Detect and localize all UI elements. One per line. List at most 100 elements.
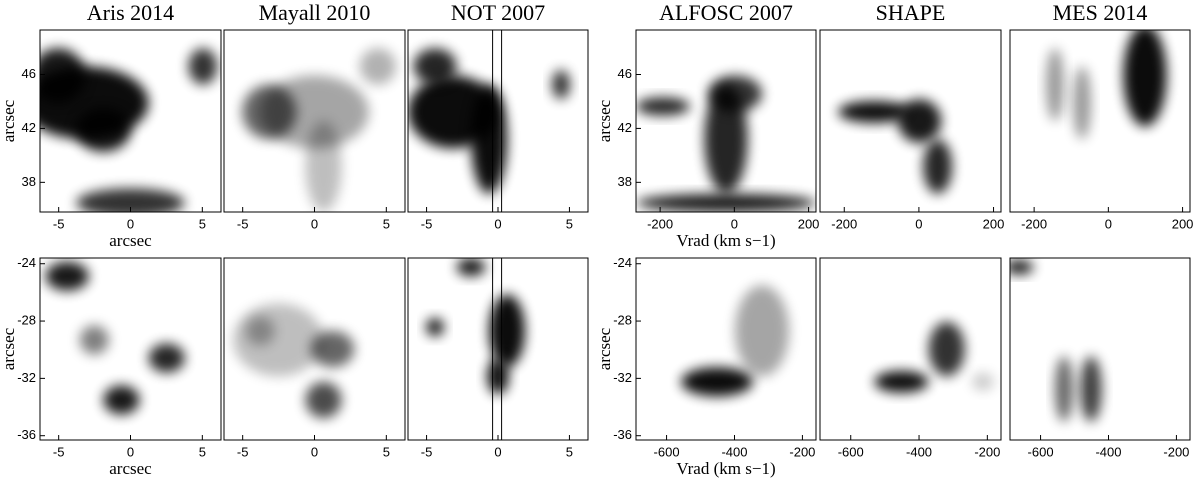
blob xyxy=(471,84,507,194)
x-tick-label: 0 xyxy=(127,444,134,459)
blob xyxy=(708,75,762,112)
y-axis-label: arcsec xyxy=(595,99,614,142)
x-tick-label: -400 xyxy=(1095,444,1121,459)
panel-image xyxy=(1010,30,1190,212)
blob xyxy=(972,372,994,391)
x-axis-label: arcsec xyxy=(109,231,152,250)
x-tick-label: 200 xyxy=(798,216,820,231)
blob xyxy=(45,261,89,291)
y-axis-label: arcsec xyxy=(595,327,614,370)
blob xyxy=(76,108,131,152)
blob xyxy=(76,188,185,212)
x-tick-label: -400 xyxy=(906,444,932,459)
x-tick-label: -600 xyxy=(838,444,864,459)
panel-image xyxy=(40,258,221,440)
panel-title: ALFOSC 2007 xyxy=(659,0,793,25)
panel-frame xyxy=(635,257,817,441)
x-tick-label: -5 xyxy=(237,216,249,231)
blob xyxy=(1123,30,1167,127)
x-tick-label: 5 xyxy=(566,216,573,231)
x-tick-label: -200 xyxy=(1163,444,1189,459)
blob xyxy=(260,75,369,149)
panel-frame xyxy=(819,29,1002,213)
blob xyxy=(1046,48,1064,121)
blob xyxy=(838,100,911,123)
panel-image xyxy=(408,258,588,440)
x-tick-label: 5 xyxy=(199,444,206,459)
blob xyxy=(923,139,953,194)
y-tick-label: 38 xyxy=(22,174,36,189)
blob xyxy=(79,325,109,355)
blob xyxy=(636,97,690,116)
panel-image xyxy=(408,30,588,212)
x-tick-label: 0 xyxy=(311,444,318,459)
y-tick-label: -32 xyxy=(17,370,36,385)
x-tick-label: 5 xyxy=(383,216,390,231)
blob xyxy=(552,70,570,100)
panel-image xyxy=(224,30,405,212)
blob xyxy=(636,193,816,212)
blob xyxy=(874,370,929,393)
y-axis-label: arcsec xyxy=(0,99,18,142)
blob xyxy=(489,294,525,368)
blob xyxy=(1055,356,1073,422)
x-tick-label: -5 xyxy=(53,216,65,231)
x-tick-label: 0 xyxy=(1105,216,1112,231)
x-tick-label: -5 xyxy=(421,444,433,459)
x-tick-label: 0 xyxy=(915,216,922,231)
blob xyxy=(413,48,457,85)
x-tick-label: 5 xyxy=(383,444,390,459)
x-tick-label: -400 xyxy=(721,444,747,459)
blob xyxy=(704,84,748,194)
panel-image xyxy=(636,258,816,440)
x-tick-label: -600 xyxy=(1028,444,1054,459)
x-tick-label: -200 xyxy=(789,444,815,459)
blob xyxy=(188,48,218,85)
y-tick-label: 38 xyxy=(618,174,632,189)
y-tick-label: -28 xyxy=(17,312,36,327)
blob xyxy=(305,121,342,212)
y-tick-label: -36 xyxy=(613,427,632,442)
blob xyxy=(928,321,965,377)
x-tick-label: -5 xyxy=(237,444,249,459)
blob xyxy=(148,343,185,373)
y-tick-label: -36 xyxy=(17,427,36,442)
blob xyxy=(40,48,86,103)
blob xyxy=(245,316,275,346)
x-axis-label: Vrad (km s−1) xyxy=(676,231,775,250)
y-tick-label: -24 xyxy=(17,255,36,270)
panel-frame xyxy=(1009,29,1191,213)
y-tick-label: -24 xyxy=(613,255,632,270)
x-axis-label: Vrad (km s−1) xyxy=(676,459,775,478)
blob xyxy=(681,367,753,397)
x-tick-label: 0 xyxy=(494,216,501,231)
x-tick-label: -200 xyxy=(647,216,673,231)
blob xyxy=(1010,259,1034,275)
panel-title: Mayall 2010 xyxy=(259,0,371,25)
x-tick-label: -200 xyxy=(831,216,857,231)
panel-frame xyxy=(1009,257,1191,441)
panel-image xyxy=(40,30,221,212)
y-tick-label: 46 xyxy=(618,66,632,81)
y-tick-label: 42 xyxy=(22,120,36,135)
panel-image xyxy=(820,30,1001,212)
blob xyxy=(487,358,509,395)
x-tick-label: 200 xyxy=(1172,216,1194,231)
blob xyxy=(456,258,486,277)
panel-image xyxy=(636,30,816,212)
x-axis-label: arcsec xyxy=(109,459,152,478)
x-tick-label: 5 xyxy=(199,216,206,231)
blob xyxy=(426,318,444,337)
panel-bg xyxy=(636,258,816,440)
x-tick-label: -600 xyxy=(654,444,680,459)
blob xyxy=(897,99,942,143)
x-tick-label: 0 xyxy=(494,444,501,459)
panel-frame xyxy=(635,29,817,213)
panel-title: NOT 2007 xyxy=(451,0,545,25)
panel-bg xyxy=(1010,258,1190,440)
x-tick-label: 0 xyxy=(311,216,318,231)
x-tick-label: -200 xyxy=(974,444,1000,459)
blob xyxy=(305,381,342,419)
panel-title: MES 2014 xyxy=(1053,0,1148,25)
